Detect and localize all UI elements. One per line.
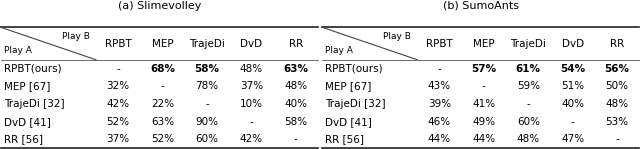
Text: 48%: 48% [605,99,628,109]
Text: 50%: 50% [605,81,628,91]
Text: Play B: Play B [61,32,90,41]
Text: 60%: 60% [195,134,218,144]
Text: 48%: 48% [284,81,307,91]
Text: (b) SumoAnts: (b) SumoAnts [443,1,518,11]
Text: -: - [438,64,442,74]
Text: 39%: 39% [428,99,451,109]
Text: 44%: 44% [428,134,451,144]
Text: 61%: 61% [516,64,541,74]
Text: -: - [205,99,209,109]
Text: 40%: 40% [561,99,584,109]
Text: 49%: 49% [472,117,495,127]
Text: 58%: 58% [195,64,220,74]
Text: 47%: 47% [561,134,584,144]
Text: 40%: 40% [284,99,307,109]
Text: 51%: 51% [561,81,584,91]
Text: MEP: MEP [152,38,173,49]
Text: MEP [67]: MEP [67] [4,81,51,91]
Text: RR [56]: RR [56] [325,134,364,144]
Text: -: - [571,117,575,127]
Text: DvD: DvD [240,38,262,49]
Text: (a) Slimevolley: (a) Slimevolley [118,1,201,11]
Text: 42%: 42% [240,134,263,144]
Text: 37%: 37% [240,81,263,91]
Text: 42%: 42% [106,99,130,109]
Text: RPBT(ours): RPBT(ours) [325,64,383,74]
Text: 63%: 63% [284,64,308,74]
Text: 22%: 22% [151,99,174,109]
Text: 10%: 10% [240,99,263,109]
Text: -: - [250,117,253,127]
Text: 78%: 78% [195,81,218,91]
Text: DvD [41]: DvD [41] [325,117,372,127]
Text: 46%: 46% [428,117,451,127]
Text: MEP: MEP [473,38,495,49]
Text: Play B: Play B [383,32,411,41]
Text: -: - [116,64,120,74]
Text: RPBT: RPBT [105,38,131,49]
Text: MEP [67]: MEP [67] [325,81,372,91]
Text: 56%: 56% [605,64,630,74]
Text: 48%: 48% [240,64,263,74]
Text: 90%: 90% [195,117,218,127]
Text: 53%: 53% [605,117,628,127]
Text: -: - [615,134,619,144]
Text: 41%: 41% [472,99,495,109]
Text: -: - [161,81,164,91]
Text: 57%: 57% [471,64,497,74]
Text: RR [56]: RR [56] [4,134,43,144]
Text: RR: RR [610,38,624,49]
Text: Play A: Play A [4,46,32,55]
Text: 59%: 59% [516,81,540,91]
Text: 48%: 48% [516,134,540,144]
Text: DvD: DvD [562,38,584,49]
Text: -: - [294,134,298,144]
Text: 58%: 58% [284,117,307,127]
Text: 52%: 52% [151,134,174,144]
Text: TrajeDi [32]: TrajeDi [32] [325,99,386,109]
Text: Play A: Play A [325,46,353,55]
Text: -: - [482,81,486,91]
Text: RPBT(ours): RPBT(ours) [4,64,61,74]
Text: -: - [527,99,530,109]
Text: 52%: 52% [106,117,130,127]
Text: 60%: 60% [516,117,540,127]
Text: RR: RR [289,38,303,49]
Text: 37%: 37% [106,134,130,144]
Text: 54%: 54% [560,64,585,74]
Text: TrajeDi [32]: TrajeDi [32] [4,99,65,109]
Text: 32%: 32% [106,81,130,91]
Text: 63%: 63% [151,117,174,127]
Text: RPBT: RPBT [426,38,453,49]
Text: 68%: 68% [150,64,175,74]
Text: TrajeDi: TrajeDi [510,38,546,49]
Text: DvD [41]: DvD [41] [4,117,51,127]
Text: 44%: 44% [472,134,495,144]
Text: TrajeDi: TrajeDi [189,38,225,49]
Text: 43%: 43% [428,81,451,91]
